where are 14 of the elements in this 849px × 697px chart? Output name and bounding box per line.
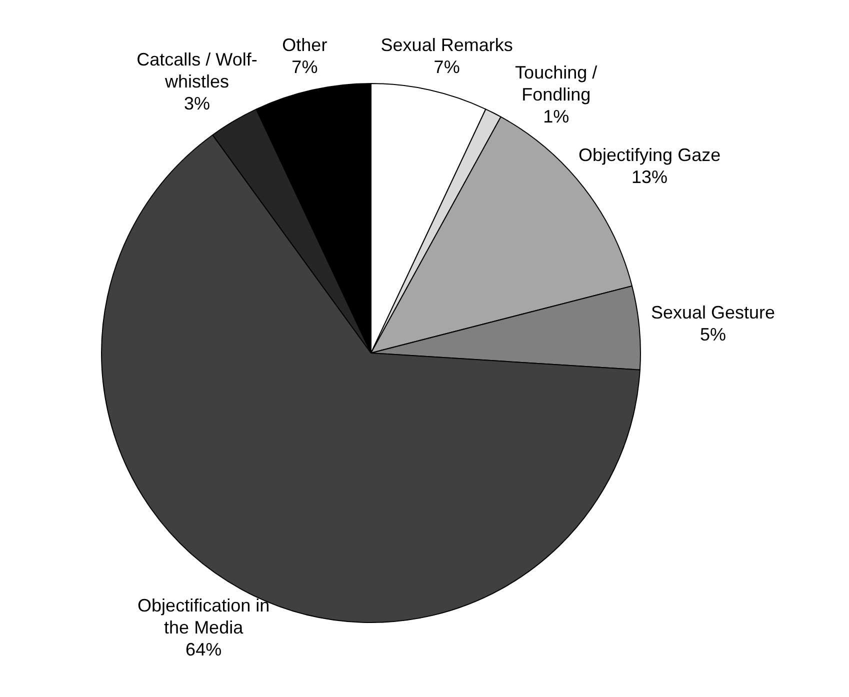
slice-label: Objectifying Gaze	[578, 144, 721, 165]
data-label: 1%	[543, 106, 570, 126]
data-label: 7%	[292, 56, 318, 77]
slice-label: Objectification in the Media	[138, 596, 270, 638]
data-label: 7%	[434, 56, 460, 77]
slice-label: Touching / Fondling	[515, 62, 598, 104]
data-label: 13%	[632, 166, 668, 187]
slice-label: Other	[282, 34, 328, 55]
data-label: 64%	[186, 640, 222, 660]
slice-label: Sexual Gesture	[650, 302, 776, 322]
slice-label: Sexual Remarks	[380, 34, 513, 55]
data-label: 5%	[700, 324, 726, 344]
data-label: 3%	[184, 93, 210, 114]
slice-label: Catcalls / Wolf-whistles	[136, 49, 258, 92]
